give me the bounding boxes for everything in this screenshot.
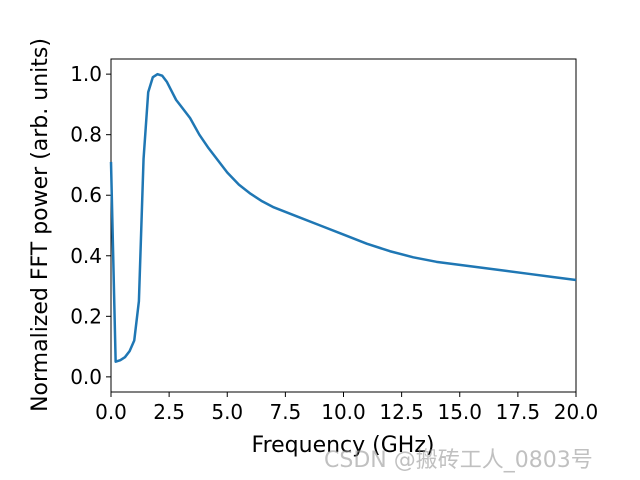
series-line xyxy=(109,72,577,363)
x-tick-label: 2.5 xyxy=(153,400,185,424)
watermark: CSDN @搬砖工人_0803号 xyxy=(324,448,593,473)
x-tick-label: 7.5 xyxy=(269,400,301,424)
x-tick-label: 5.0 xyxy=(211,400,243,424)
y-axis-label: Normalized FFT power (arb. units) xyxy=(28,38,53,412)
y-tick-label: 1.0 xyxy=(70,62,102,86)
y-tick-label: 0.2 xyxy=(70,304,102,328)
x-axis-ticks: 0.0 2.5 5.0 7.5 10.0 12.5 15.0 17.5 20.0 xyxy=(95,392,598,424)
y-tick-label: 0.6 xyxy=(70,183,102,207)
x-tick-label: 20.0 xyxy=(554,400,599,424)
x-axis-label: Frequency (GHz) xyxy=(252,433,435,458)
y-tick-label: 0.4 xyxy=(70,244,102,268)
x-tick-label: 15.0 xyxy=(437,400,482,424)
plot-area-frame xyxy=(110,58,577,393)
y-axis-ticks: 0.0 0.2 0.4 0.6 0.8 1.0 xyxy=(70,62,111,389)
x-tick-label: 0.0 xyxy=(95,400,127,424)
x-tick-label: 10.0 xyxy=(321,400,366,424)
y-tick-label: 0.0 xyxy=(70,365,102,389)
x-tick-label: 12.5 xyxy=(379,400,424,424)
y-tick-label: 0.8 xyxy=(70,123,102,147)
x-tick-label: 17.5 xyxy=(496,400,541,424)
